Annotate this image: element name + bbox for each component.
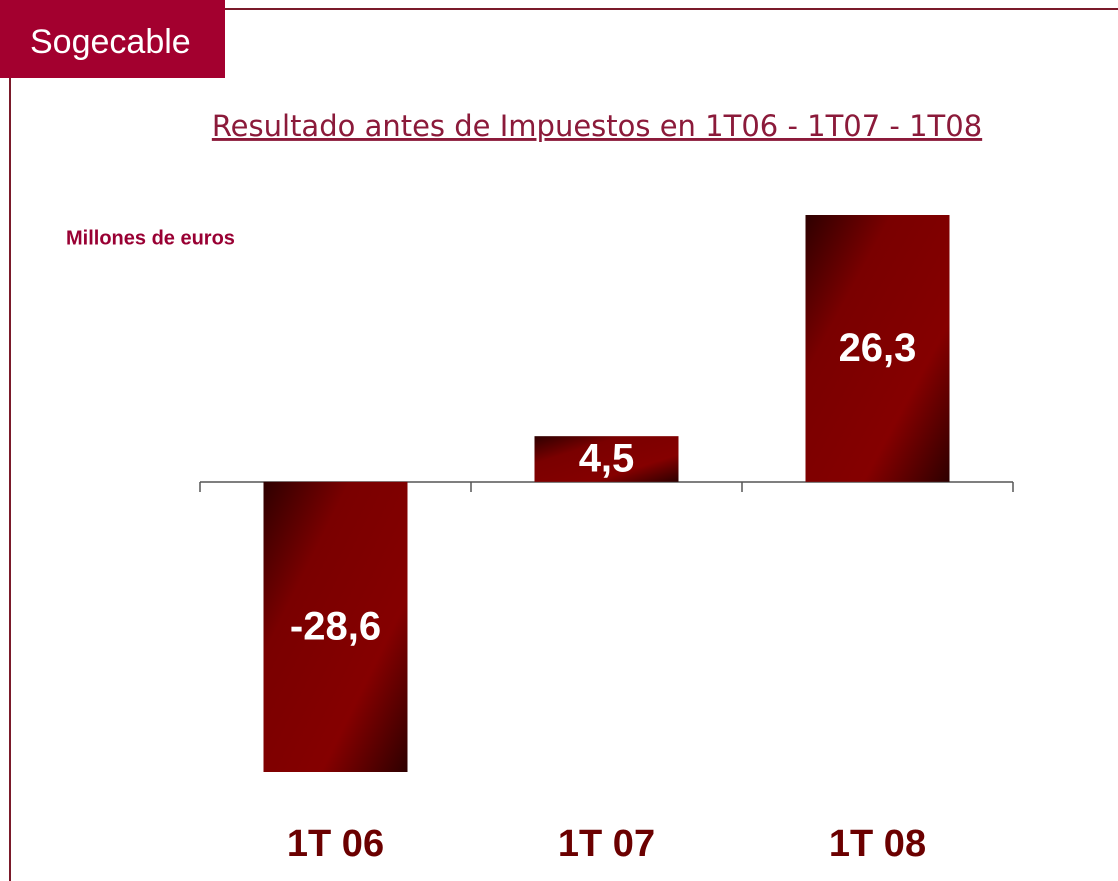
value-label: -28,6 (290, 604, 381, 648)
logo-box (0, 0, 225, 78)
bar (805, 215, 950, 482)
bar (534, 436, 679, 482)
x-tick-label: 1T 08 (829, 823, 926, 865)
chart-title: Resultado antes de Impuestos en 1T06 - 1… (212, 109, 982, 143)
value-label: 26,3 (839, 326, 917, 370)
bar (263, 481, 408, 772)
x-tick-label: 1T 07 (558, 823, 655, 865)
x-tick-label: 1T 06 (287, 823, 384, 865)
logo-text: Sogecable (30, 23, 191, 61)
value-label: 4,5 (579, 437, 635, 481)
unit-label: Millones de euros (66, 227, 235, 249)
